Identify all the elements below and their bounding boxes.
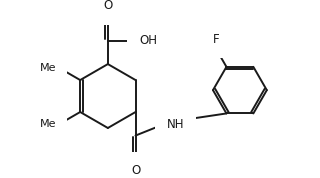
Text: NH: NH: [167, 118, 184, 131]
Text: Me: Me: [40, 63, 56, 73]
Text: O: O: [131, 164, 140, 177]
Text: F: F: [213, 33, 220, 46]
Text: OH: OH: [139, 34, 157, 47]
Text: Me: Me: [40, 119, 56, 129]
Text: O: O: [103, 0, 113, 12]
